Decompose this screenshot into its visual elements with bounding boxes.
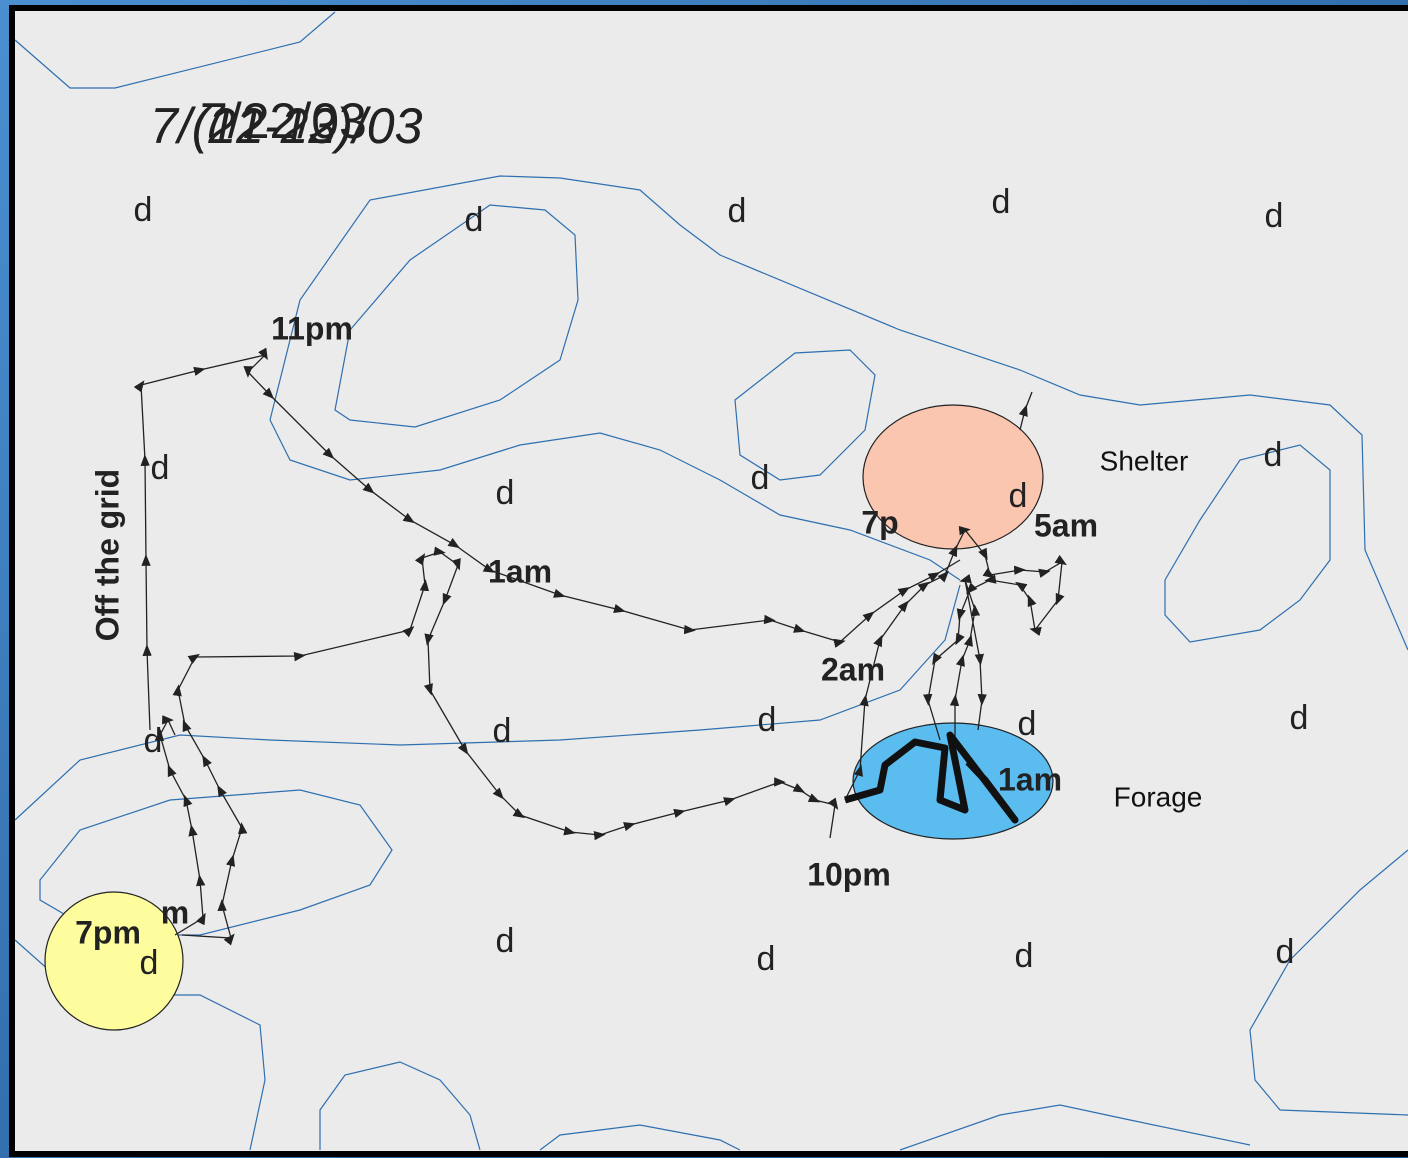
grid-marker: d (1264, 436, 1283, 474)
time-label: 7pm (75, 914, 141, 950)
time-label: 5am (1034, 507, 1098, 543)
map-area (9, 5, 1408, 1157)
title-text: 7/22/03 (200, 93, 367, 149)
time-label: 1am (488, 553, 552, 589)
grid-markers: d d d d d d d d d d d d d d d d d d d d (134, 183, 1309, 982)
grid-marker: d (151, 449, 170, 487)
grid-marker: d (1015, 937, 1034, 975)
grid-marker: d (144, 722, 163, 760)
grid-marker: d (134, 191, 153, 229)
time-label: 1am (998, 761, 1062, 797)
title-text: 7/(12-13)/03 (150, 98, 423, 154)
grid-marker: d (758, 701, 777, 739)
title: 7/(21-22)/03 7/(12-13)/03 7/22/03 (150, 93, 423, 154)
grid-marker: d (493, 712, 512, 750)
tracks (133, 347, 1067, 946)
grid-marker: d (1009, 477, 1028, 515)
grid-marker: d (728, 192, 747, 230)
title-text: 7/(21-22)/03 (150, 98, 423, 154)
time-label: 2am (821, 651, 885, 687)
grid-marker: d (1276, 933, 1295, 971)
time-label: m (161, 894, 189, 930)
time-label: 7p (861, 504, 898, 540)
start-zone (44, 891, 184, 1031)
grid-marker: d (757, 940, 776, 978)
grid-marker: d (1265, 197, 1284, 235)
shelter-label: Shelter (1100, 445, 1189, 476)
time-label: 10pm (807, 856, 891, 892)
time-labels: 11pm 1am 2am 7p 5am 1am 10pm 7pm m (75, 310, 1098, 950)
time-label: 11pm (271, 310, 353, 346)
grid-marker: d (1290, 699, 1309, 737)
grid-marker: d (496, 474, 515, 512)
grid-marker: d (496, 922, 515, 960)
grid-marker: d (140, 944, 159, 982)
forage-label: Forage (1114, 781, 1203, 812)
grid-marker: d (1018, 705, 1037, 743)
off-grid-label: Off the grid (89, 469, 125, 641)
grid-marker: d (465, 201, 484, 239)
grid-marker: d (992, 183, 1011, 221)
grid-marker: d (751, 459, 770, 497)
